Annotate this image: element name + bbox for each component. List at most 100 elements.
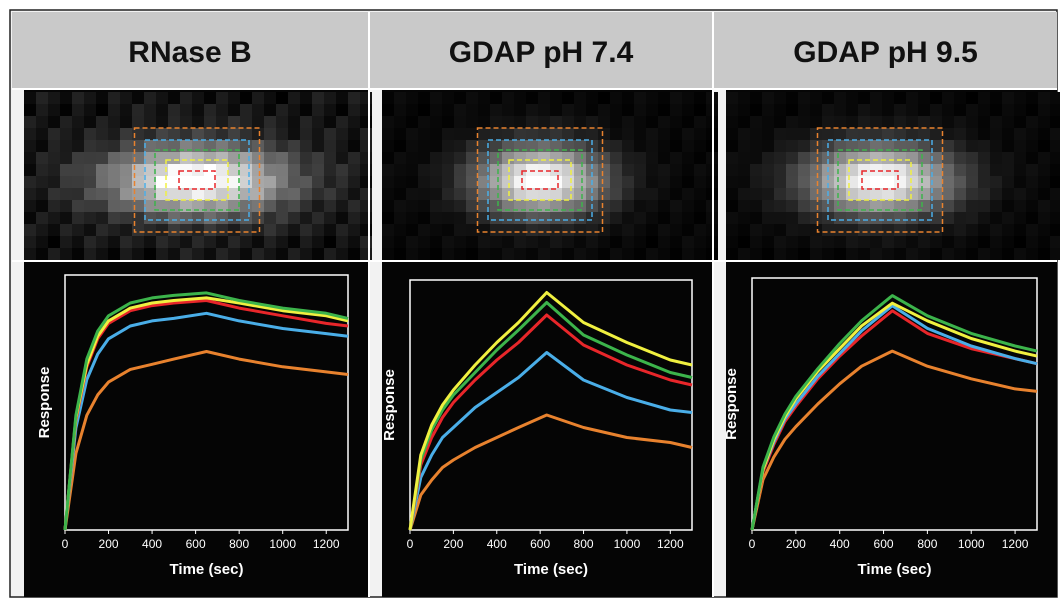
pixel [514,188,526,200]
pixel [348,212,360,224]
pixel [786,152,798,164]
pixel [870,164,882,176]
pixel [634,140,646,152]
pixel [264,188,276,200]
y-axis-label: Response [36,367,53,439]
pixel [646,200,658,212]
pixel [264,116,276,128]
pixel [526,212,538,224]
pixel [894,152,906,164]
pixel [394,128,406,140]
pixel [810,176,822,188]
pixel [1050,188,1060,200]
pixel [822,104,834,116]
pixel [24,128,36,140]
pixel [336,176,348,188]
roi-box [487,139,593,221]
pixel [156,104,168,116]
pixel [882,140,894,152]
pixel [324,140,336,152]
pixel [1002,176,1014,188]
pixel [240,140,252,152]
pixel [324,188,336,200]
pixel [430,140,442,152]
pixel [1038,128,1050,140]
pixel [978,248,990,260]
pixel [168,116,180,128]
pixel [454,224,466,236]
pixel [156,152,168,164]
pixel [634,128,646,140]
pixel [550,116,562,128]
pixel [288,92,300,104]
pixel [490,236,502,248]
pixel [96,116,108,128]
pixel [694,188,706,200]
pixel [562,200,574,212]
pixel [738,116,750,128]
pixel [276,200,288,212]
pixel [36,212,48,224]
pixel [466,176,478,188]
pixel [24,92,36,104]
pixel [144,188,156,200]
pixel [466,200,478,212]
pixel [312,140,324,152]
pixel [906,224,918,236]
pixel [418,188,430,200]
pixel [382,212,394,224]
pixel [132,236,144,248]
pixel [192,92,204,104]
pixel [658,92,670,104]
pixel [192,236,204,248]
pixel [882,176,894,188]
pixel [978,152,990,164]
pixel [360,164,372,176]
pixel [726,200,738,212]
pixel [72,212,84,224]
pixel [526,224,538,236]
pixel [918,200,930,212]
pixel [96,92,108,104]
pixel [598,128,610,140]
pixel [418,116,430,128]
pixel [264,224,276,236]
pixel [682,152,694,164]
pixel [24,188,36,200]
pixel [610,212,622,224]
pixel [276,248,288,260]
pixel [550,104,562,116]
pixel [48,236,60,248]
series-line [408,413,693,531]
pixel [144,212,156,224]
pixel [48,188,60,200]
pixel [762,188,774,200]
pixel [204,236,216,248]
pixel [108,152,120,164]
pixel [132,92,144,104]
pixel [228,248,240,260]
pixel [96,188,108,200]
pixel [132,116,144,128]
pixel [216,140,228,152]
pixel [550,128,562,140]
pixel [1026,224,1038,236]
pixel [72,104,84,116]
pixel [442,152,454,164]
pixel [610,176,622,188]
pixel [490,248,502,260]
pixel [750,92,762,104]
series-line [408,351,693,531]
pixel [738,236,750,248]
pixel [774,116,786,128]
pixel [658,116,670,128]
pixel [1038,116,1050,128]
pixel [1014,188,1026,200]
pixel [418,104,430,116]
pixel [96,176,108,188]
pixel [634,92,646,104]
pixel [36,176,48,188]
pixel [60,176,72,188]
series-line [63,350,349,531]
